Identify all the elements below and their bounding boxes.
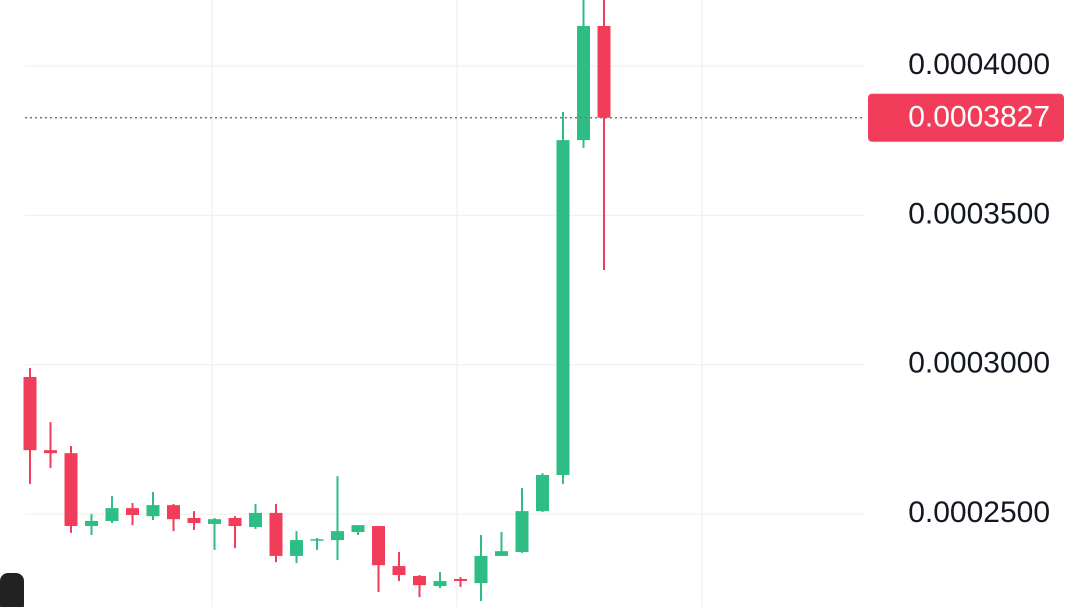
price-label: 0.0003827 (908, 101, 1050, 134)
candle-body (536, 474, 549, 512)
candle-body (228, 517, 242, 527)
candle-body (187, 517, 201, 524)
price-badge (868, 93, 1064, 142)
candle-body (64, 453, 78, 527)
candle-body (249, 512, 262, 527)
candle-body (331, 531, 344, 541)
candle-body (85, 520, 98, 527)
candle-body (290, 540, 303, 556)
candle-body (413, 575, 426, 586)
y-tick-label: 0.0003500 (908, 197, 1050, 230)
candle-body (146, 505, 160, 517)
candle-body (372, 526, 385, 566)
candle-body (495, 551, 508, 556)
candle-body (23, 376, 37, 451)
candle-body (515, 511, 529, 553)
y-tick-label: 0.0003000 (908, 347, 1050, 380)
candle-body (392, 566, 406, 576)
candle-body (269, 512, 283, 556)
candle-body (44, 450, 57, 454)
candle-body (577, 25, 590, 141)
candle-body (351, 525, 365, 533)
candle-body (105, 508, 119, 521)
candle-body (126, 508, 139, 515)
y-tick-label: 0.0004000 (908, 48, 1050, 81)
candle-body (208, 519, 221, 524)
candle-body (474, 555, 488, 584)
candle-body (167, 505, 180, 520)
candle-body (454, 578, 467, 582)
candle-body (556, 140, 570, 475)
candle-body (597, 25, 611, 118)
candle-body (433, 581, 447, 587)
candle-body (310, 539, 324, 541)
corner-button[interactable] (0, 573, 24, 607)
y-tick-label: 0.0002500 (908, 496, 1050, 529)
